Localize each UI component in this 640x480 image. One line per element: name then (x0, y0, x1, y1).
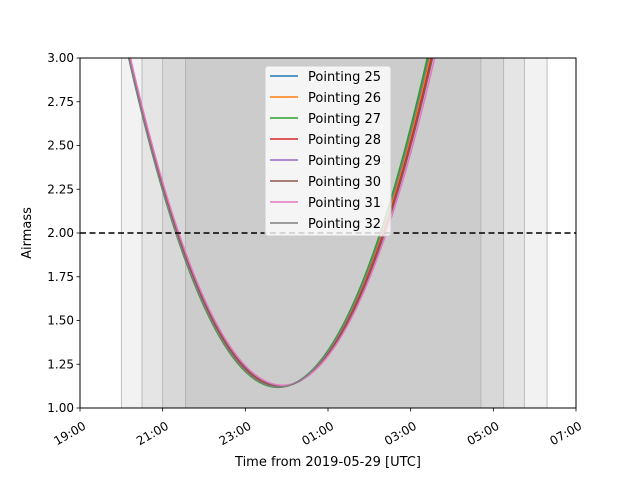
legend-label: Pointing 30 (308, 175, 381, 190)
y-tick-label: 2.25 (47, 182, 74, 196)
y-tick-label: 2.75 (47, 95, 74, 109)
legend: Pointing 25 Pointing 26 Pointing 27 Pointin… (264, 65, 392, 237)
y-tick-label: 1.00 (47, 401, 74, 415)
series-line-pointing-30 (128, 58, 434, 387)
y-axis-ticks: 1.00 1.25 1.50 1.75 2.00 2.25 2.50 2.75 3.00 (47, 51, 80, 415)
legend-label: Pointing 29 (308, 154, 381, 169)
y-tick-label: 2.00 (47, 226, 74, 240)
y-tick-label: 1.75 (47, 270, 74, 284)
legend-label: Pointing 31 (308, 196, 381, 211)
y-tick-label: 2.50 (47, 139, 74, 153)
y-tick-label: 3.00 (47, 51, 74, 65)
airmass-curves (128, 58, 436, 389)
series-line-pointing-32 (128, 58, 430, 388)
legend-label: Pointing 26 (308, 91, 381, 106)
legend-label: Pointing 28 (308, 133, 381, 148)
y-tick-label: 1.25 (47, 357, 74, 371)
legend-label: Pointing 25 (308, 70, 381, 85)
y-axis-label: Airmass (20, 207, 35, 259)
legend-label: Pointing 27 (308, 112, 381, 127)
y-tick-label: 1.50 (47, 314, 74, 328)
x-axis-label: Time from 2019-05-29 [UTC] (234, 455, 421, 470)
legend-box (264, 65, 392, 237)
series-line-pointing-31 (129, 58, 436, 387)
legend-label: Pointing 32 (308, 217, 381, 232)
